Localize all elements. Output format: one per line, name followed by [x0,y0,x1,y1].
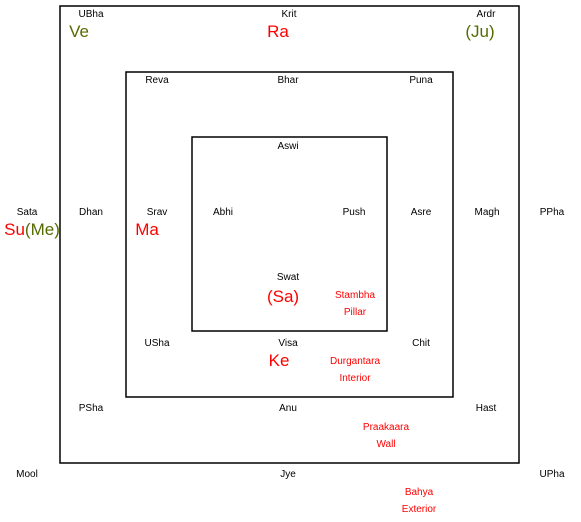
planet-mercury: (Me) [25,220,60,239]
nakshatra-visa: Visa [278,338,297,350]
nakshatra-swat: Swat [277,272,299,284]
nakshatra-krit: Krit [282,9,297,21]
planet-rahu: Ra [267,22,289,42]
nakshatra-aswi: Aswi [277,141,298,153]
planet-saturn: (Sa) [267,287,299,307]
nakshatra-ubha: UBha [78,9,103,21]
planet-mars: Ma [135,220,159,240]
nakshatra-puna: Puna [409,75,432,87]
nakshatra-anu: Anu [279,403,297,415]
nakshatra-jye: Jye [280,469,296,481]
nakshatra-chit: Chit [412,338,430,350]
nakshatra-mool: Mool [16,469,38,481]
zone-praakaara: Praakaara Wall [363,419,409,453]
zone-bahya: Bahya Exterior [402,484,436,518]
planet-sun: Su [4,220,25,239]
nakshatra-abhi: Abhi [213,207,233,219]
nakshatra-reva: Reva [145,75,168,87]
planet-venus: Ve [69,22,89,42]
nakshatra-dhan: Dhan [79,207,103,219]
nakshatra-sata: Sata [17,207,38,219]
zone-praakaara-sublabel: Wall [363,436,409,453]
nakshatra-ardr: Ardr [477,9,496,21]
zone-stambha: Stambha Pillar [335,287,375,321]
zone-stambha-sublabel: Pillar [335,304,375,321]
zone-durgantara: Durgantara Interior [330,353,380,387]
planet-ketu: Ke [269,351,290,371]
nakshatra-srav: Srav [147,207,168,219]
zone-durgantara-label: Durgantara [330,353,380,370]
zone-bahya-sublabel: Exterior [402,501,436,518]
nakshatra-push: Push [343,207,366,219]
nakshatra-psha: PSha [79,403,103,415]
nakshatra-bhar: Bhar [277,75,298,87]
nakshatra-usha: USha [144,338,169,350]
planet-jupiter: (Ju) [465,22,494,42]
nakshatra-upha: UPha [539,469,564,481]
nakshatra-hast: Hast [476,403,497,415]
nakshatra-asre: Asre [411,207,432,219]
zone-praakaara-label: Praakaara [363,419,409,436]
nakshatra-ppha: PPha [540,207,564,219]
zone-bahya-label: Bahya [402,484,436,501]
planet-sun-mercury: Su(Me) [4,220,60,240]
zone-stambha-label: Stambha [335,287,375,304]
nakshatra-magh: Magh [474,207,499,219]
zone-durgantara-sublabel: Interior [330,370,380,387]
